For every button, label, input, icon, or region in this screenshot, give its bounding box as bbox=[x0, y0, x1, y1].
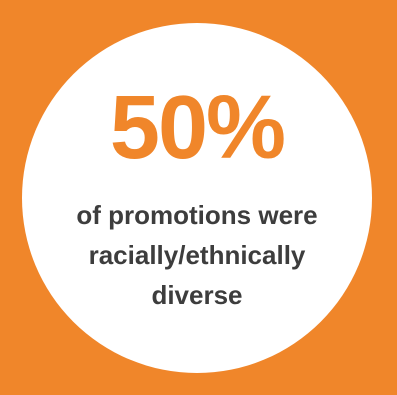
stat-circle: 50% of promotions were racially/ethnical… bbox=[22, 23, 372, 373]
stat-value: 50% bbox=[22, 83, 372, 173]
stat-caption-line: of promotions were bbox=[42, 195, 352, 235]
stat-caption-line: diverse bbox=[42, 275, 352, 315]
stat-caption-line: racially/ethnically bbox=[42, 235, 352, 275]
stat-caption: of promotions were racially/ethnically d… bbox=[42, 195, 352, 315]
